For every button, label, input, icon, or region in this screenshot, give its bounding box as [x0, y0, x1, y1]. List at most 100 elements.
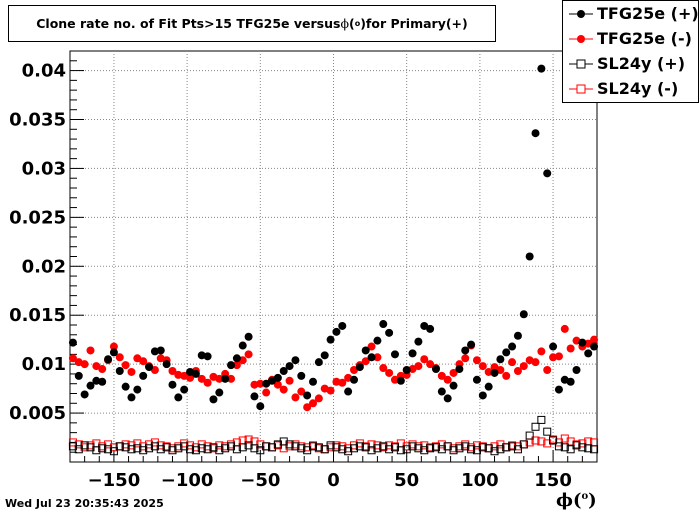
y-tick-label: 0.015	[9, 305, 66, 326]
legend-marker-black-square	[569, 59, 593, 69]
data-point	[156, 445, 165, 454]
data-point	[115, 353, 124, 362]
data-point	[443, 375, 452, 384]
data-point	[86, 381, 95, 390]
data-point	[508, 342, 517, 351]
data-point	[162, 360, 171, 369]
data-point	[309, 399, 318, 408]
data-point	[180, 442, 189, 451]
data-point	[197, 374, 206, 383]
data-point	[297, 387, 306, 396]
data-point	[554, 352, 563, 361]
data-point	[273, 373, 282, 382]
data-point	[455, 365, 464, 374]
data-point	[174, 393, 183, 402]
data-point	[291, 356, 300, 365]
data-point	[250, 392, 259, 401]
data-point	[437, 445, 446, 454]
x-axis-phi: ϕ	[556, 490, 573, 511]
data-point	[74, 440, 83, 449]
data-point	[355, 363, 364, 372]
data-point	[186, 445, 195, 454]
data-point	[109, 348, 118, 357]
data-point	[361, 346, 370, 355]
data-point	[560, 434, 569, 443]
data-point	[537, 64, 546, 73]
data-point	[104, 445, 113, 454]
data-point	[525, 431, 534, 440]
data-point	[496, 445, 505, 454]
data-point	[262, 442, 271, 451]
legend-entry-tfg25e-minus: TFG25e (-)	[563, 26, 698, 51]
title-open-paren: (	[348, 16, 355, 31]
data-point	[513, 331, 522, 340]
data-point	[461, 442, 470, 451]
data-point	[279, 385, 288, 394]
title-phi: ϕ	[340, 16, 349, 31]
data-point	[373, 444, 382, 453]
data-point	[127, 393, 136, 402]
data-point	[115, 366, 124, 375]
data-point	[197, 444, 206, 453]
data-point	[349, 444, 358, 453]
data-point	[80, 390, 89, 399]
tick-labels: −150 −100 −50 0 50 100 150 0.005 0.01 0.015 0.02 0.…	[9, 61, 572, 491]
data-point	[385, 445, 394, 454]
data-point	[221, 374, 230, 383]
legend-marker-black-circle	[569, 10, 593, 18]
data-point	[98, 365, 107, 374]
data-point	[385, 328, 394, 337]
data-point	[244, 350, 253, 359]
data-point	[314, 358, 323, 367]
data-point	[437, 440, 446, 449]
data-point	[244, 435, 253, 444]
data-point	[227, 374, 236, 383]
data-point	[279, 437, 288, 446]
data-point	[68, 354, 77, 363]
y-tick-label: 0.025	[9, 207, 66, 228]
data-point	[215, 374, 224, 383]
data-point	[180, 385, 189, 394]
data-point	[303, 391, 312, 400]
data-point	[314, 443, 323, 452]
data-point	[467, 445, 476, 454]
data-point	[414, 362, 423, 371]
data-point	[414, 444, 423, 453]
data-point	[566, 377, 575, 386]
data-point	[121, 382, 130, 391]
data-point	[361, 357, 370, 366]
x-axis-close-paren: )	[588, 490, 597, 511]
legend-entry-sl24y-plus: SL24y (+)	[563, 51, 698, 76]
data-point	[490, 368, 499, 377]
data-point	[139, 446, 148, 455]
y-tick-label: 0.01	[22, 354, 66, 375]
legend-label: TFG25e (-)	[597, 29, 692, 48]
data-point	[344, 447, 353, 456]
data-point	[279, 366, 288, 375]
y-tick-label: 0.005	[9, 403, 66, 424]
data-point	[537, 437, 546, 446]
data-point	[203, 352, 212, 361]
data-point	[303, 403, 312, 412]
x-axis-label: ϕ(o)	[556, 490, 597, 511]
data-point	[227, 361, 236, 370]
data-point	[326, 441, 335, 450]
data-point	[385, 368, 394, 377]
x-axis-degree: o	[581, 491, 589, 502]
chart-title: Clone rate no. of Fit Pts>15 TFG25e vers…	[8, 5, 496, 42]
data-point	[221, 444, 230, 453]
data-point	[496, 355, 505, 364]
data-point	[572, 366, 581, 375]
data-point	[268, 443, 277, 452]
data-point	[519, 310, 528, 319]
data-point	[379, 442, 388, 451]
data-point	[420, 446, 429, 455]
data-point	[449, 368, 458, 377]
data-point	[431, 365, 440, 374]
data-point	[537, 347, 546, 356]
data-point	[121, 443, 130, 452]
data-point	[244, 332, 253, 341]
data-point	[508, 358, 517, 367]
data-point	[86, 443, 95, 452]
data-point	[232, 445, 241, 454]
